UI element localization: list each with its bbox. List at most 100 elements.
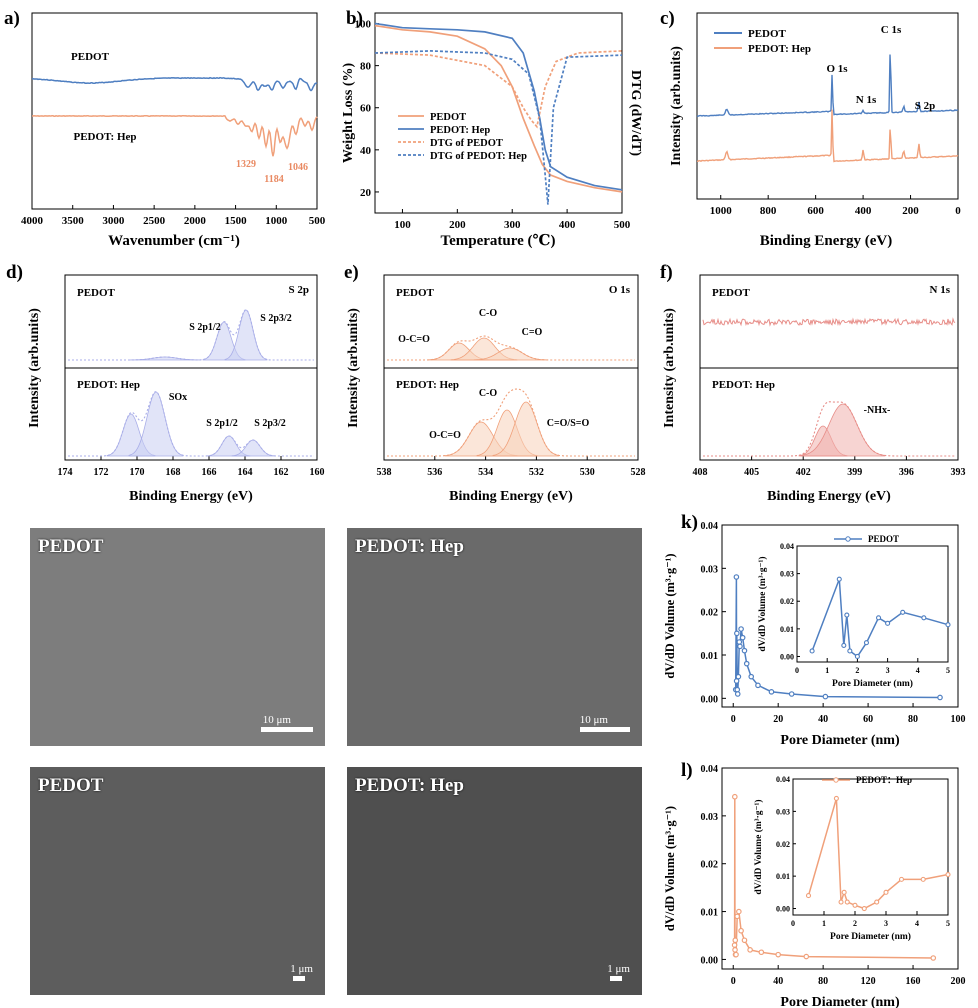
x-tick-label: 100 xyxy=(394,219,411,231)
x-tick-label: 4000 xyxy=(21,215,44,227)
inset-y-tick-label: 0.02 xyxy=(780,597,794,606)
inset-x-tick-label: 1 xyxy=(822,919,826,928)
series-line-pedot xyxy=(32,76,318,92)
x-tick-label: 1500 xyxy=(225,215,248,227)
peak-label: S 2p3/2 xyxy=(260,313,291,324)
data-point xyxy=(861,905,867,912)
data-point xyxy=(900,609,906,615)
inset-y-tick-label: 0.04 xyxy=(780,542,794,551)
peak-label: S 2p1/2 xyxy=(189,322,220,333)
annotation: 1184 xyxy=(264,174,283,185)
x-tick-label: 40 xyxy=(773,976,783,987)
inset-series-line xyxy=(807,798,949,910)
x-tick-label: 168 xyxy=(166,467,181,478)
legend-label: PEDOT: Hep xyxy=(430,125,490,136)
sem-label: PEDOT: Hep xyxy=(355,536,464,557)
data-point xyxy=(734,691,741,697)
x-tick-label: 170 xyxy=(130,467,145,478)
series-line xyxy=(374,50,623,205)
y-tick-label: 0.00 xyxy=(701,955,719,966)
x-tick-label: 530 xyxy=(580,467,595,478)
x-axis-title: Binding Energy (eV) xyxy=(129,489,253,504)
y-tick-label: 80 xyxy=(360,61,372,73)
envelope-line xyxy=(387,335,635,361)
x-tick-label: 400 xyxy=(855,205,872,217)
data-point xyxy=(822,693,829,700)
fit-peak xyxy=(224,309,268,361)
peak-label: S 2p3/2 xyxy=(254,418,285,429)
x-tick-label: 160 xyxy=(310,467,325,478)
data-point xyxy=(930,955,937,961)
scale-bar xyxy=(580,727,630,732)
x-tick-label: 408 xyxy=(693,467,708,478)
x-tick-label: 300 xyxy=(504,219,521,231)
x-tick-label: 528 xyxy=(631,467,646,478)
data-point xyxy=(732,947,738,953)
data-point xyxy=(732,793,738,800)
corner-label: O 1s xyxy=(609,284,631,296)
inset-y-tick-label: 0.04 xyxy=(776,775,790,784)
peak-label: C-O xyxy=(479,388,498,399)
data-point xyxy=(841,642,847,648)
data-point xyxy=(803,953,810,960)
inset-x-tick-label: 1 xyxy=(825,666,829,675)
inset-x-tick-label: 3 xyxy=(884,919,888,928)
inset-x-tick-label: 2 xyxy=(855,666,859,675)
x-tick-label: 162 xyxy=(274,467,289,478)
corner-label: S 2p xyxy=(289,284,310,296)
panel-letter: k) xyxy=(681,512,698,533)
inset-y-tick-label: 0.01 xyxy=(780,625,794,634)
data-point xyxy=(738,626,744,632)
inset-y-tick-label: 0.03 xyxy=(780,570,794,579)
x-tick-label: 174 xyxy=(58,467,73,478)
spectrum-line xyxy=(702,317,956,327)
y-axis-title: dV/dD Volume (m³·g⁻¹) xyxy=(663,553,677,678)
x-tick-label: 393 xyxy=(951,467,966,478)
data-point xyxy=(833,795,839,801)
x-tick-label: 500 xyxy=(309,215,326,227)
x-tick-label: 500 xyxy=(614,219,631,231)
x-tick-label: 532 xyxy=(529,467,544,478)
y-tick-label: 0.03 xyxy=(701,564,719,575)
data-point xyxy=(737,643,743,650)
data-point xyxy=(775,951,781,958)
x-axis-title: Binding Energy (eV) xyxy=(767,489,891,504)
data-point xyxy=(739,634,746,641)
x-tick-label: 166 xyxy=(202,467,217,478)
x-tick-label: 2500 xyxy=(143,215,166,227)
inset-y-tick-label: 0.00 xyxy=(776,905,790,914)
legend-marker xyxy=(845,536,851,542)
inset-x-tick-label: 2 xyxy=(853,919,857,928)
data-point xyxy=(898,876,905,882)
x-tick-label: 800 xyxy=(760,205,777,217)
inset-x-tick-label: 4 xyxy=(916,666,920,675)
x-tick-label: 60 xyxy=(863,714,873,725)
legend-label: DTG of PEDOT xyxy=(430,138,503,149)
data-point xyxy=(735,673,742,680)
data-point xyxy=(733,951,739,958)
peak-label: O 1s xyxy=(826,63,848,75)
x-tick-label: 80 xyxy=(908,714,918,725)
x-tick-label: 80 xyxy=(818,976,828,987)
data-point xyxy=(852,902,858,908)
x-tick-label: 405 xyxy=(744,467,759,478)
envelope-line xyxy=(68,391,314,457)
sem-label: PEDOT: Hep xyxy=(355,775,464,796)
y-axis-title: Intensity (arb.units) xyxy=(27,308,42,428)
x-tick-label: 1000 xyxy=(265,215,288,227)
data-point xyxy=(875,615,882,621)
x-tick-label: 200 xyxy=(902,205,919,217)
data-point xyxy=(945,622,951,628)
x-tick-label: 0 xyxy=(955,205,961,217)
sub-panel-label: PEDOT: Hep xyxy=(712,379,775,391)
data-point xyxy=(805,893,812,899)
x-tick-label: 20 xyxy=(773,714,783,725)
y-tick-label: 0.02 xyxy=(701,860,719,871)
series-line-hep xyxy=(697,109,959,163)
envelope-line xyxy=(68,309,314,361)
panel-letter: e) xyxy=(344,262,359,283)
y-tick-label: 40 xyxy=(360,145,372,157)
y-tick-label: 0.00 xyxy=(701,694,719,705)
data-point xyxy=(741,647,748,654)
